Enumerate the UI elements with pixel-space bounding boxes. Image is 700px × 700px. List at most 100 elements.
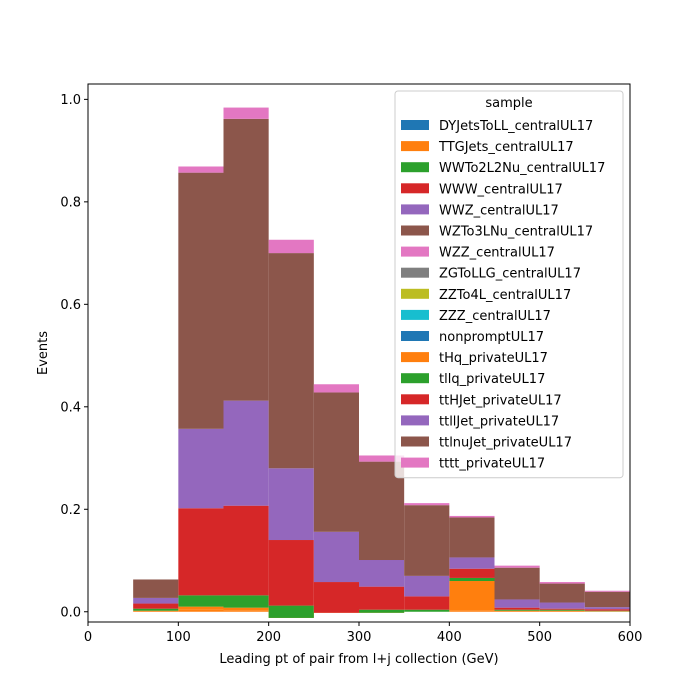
legend-swatch xyxy=(401,162,429,173)
legend-label: tHq_privateUL17 xyxy=(439,351,548,366)
legend-label: WZZ_centralUL17 xyxy=(439,246,555,261)
bar-tHq_privateUL17-bin-7 xyxy=(449,581,495,611)
y-tick-label: 0.4 xyxy=(60,400,81,415)
bar-tHq_privateUL17-bin-2 xyxy=(223,607,269,611)
bar-ttHJet_privateUL17-bin-9 xyxy=(539,608,585,610)
x-tick-label: 300 xyxy=(347,630,372,645)
legend-label: WZTo3LNu_centralUL17 xyxy=(439,225,593,240)
legend-swatch xyxy=(401,331,429,341)
bar-ttHJet_privateUL17-bin-1 xyxy=(178,508,224,596)
legend-swatch xyxy=(401,457,429,468)
legend-label: tttt_privateUL17 xyxy=(439,457,545,472)
legend-label: ttHJet_privateUL17 xyxy=(439,393,562,408)
legend-label: WWZ_centralUL17 xyxy=(439,203,559,218)
bar-ttllJet_privateUL17-bin-2 xyxy=(223,400,269,506)
legend-swatch xyxy=(401,352,429,363)
bar-tHq_privateUL17-bin-1 xyxy=(178,606,224,610)
legend-label: ttllJet_privateUL17 xyxy=(439,414,559,429)
bar-ttHJet_privateUL17-bin-3 xyxy=(268,540,314,606)
legend-label: ZZTo4L_centralUL17 xyxy=(439,288,571,303)
bar-tllq_privateUL17-bin-1 xyxy=(178,595,224,607)
x-axis-ticks: 0 100 200 300 400 500 600 xyxy=(84,622,643,645)
bar-tHq_privateUL17-bin-9 xyxy=(539,610,585,612)
x-tick-label: 500 xyxy=(527,630,552,645)
bar-ttllJet_privateUL17-bin-6 xyxy=(404,575,450,597)
bar-ttllJet_privateUL17-bin-1 xyxy=(178,428,224,509)
bar-ttllJet_privateUL17-bin-8 xyxy=(494,599,540,608)
bar-ttllJet_privateUL17-bin-4 xyxy=(313,531,359,583)
bar-tttt_privateUL17-bin-7 xyxy=(449,515,495,518)
bar-ttlnuJet_privateUL17-bin-2 xyxy=(223,118,269,401)
bar-tttt_privateUL17-bin-8 xyxy=(494,565,540,568)
bar-ttlnuJet_privateUL17-bin-10 xyxy=(584,591,630,608)
bar-ttHJet_privateUL17-bin-4 xyxy=(313,582,359,613)
legend-swatch xyxy=(401,141,429,152)
y-tick-label: 0.6 xyxy=(60,298,81,313)
x-tick-label: 100 xyxy=(166,630,191,645)
bar-ttHJet_privateUL17-bin-0 xyxy=(133,603,179,609)
legend-label: WWTo2L2Nu_centralUL17 xyxy=(439,161,605,176)
legend-swatch xyxy=(401,309,429,320)
legend-swatch xyxy=(401,120,429,130)
legend-swatch xyxy=(401,267,429,278)
y-tick-label: 0.8 xyxy=(60,195,81,210)
y-tick-label: 1.0 xyxy=(60,93,81,108)
legend-label: DYJetsToLL_centralUL17 xyxy=(439,119,593,134)
legend-swatch xyxy=(401,394,429,405)
x-tick-label: 400 xyxy=(437,630,462,645)
bar-ttlnuJet_privateUL17-bin-1 xyxy=(178,172,224,429)
bar-TTGJets_centralUL17-bin-2 xyxy=(223,610,269,612)
x-tick-label: 200 xyxy=(256,630,281,645)
legend-swatch xyxy=(401,288,429,299)
bar-ttHJet_privateUL17-bin-7 xyxy=(449,568,495,578)
legend-swatch xyxy=(401,225,429,236)
bar-tllq_privateUL17-bin-0 xyxy=(133,608,179,611)
legend-label: tllq_privateUL17 xyxy=(439,372,545,387)
bar-tllq_privateUL17-bin-2 xyxy=(223,595,269,608)
legend-label: TTGJets_centralUL17 xyxy=(438,140,574,155)
bar-TTGJets_centralUL17-bin-7 xyxy=(449,610,495,612)
bar-ttHJet_privateUL17-bin-5 xyxy=(359,586,405,610)
bar-ttHJet_privateUL17-bin-10 xyxy=(584,609,630,611)
legend-label: WWW_centralUL17 xyxy=(439,182,563,197)
bar-tttt_privateUL17-bin-5 xyxy=(359,455,405,462)
bar-ttlnuJet_privateUL17-bin-4 xyxy=(313,392,359,532)
legend-swatch xyxy=(401,436,429,447)
bar-tllq_privateUL17-bin-5 xyxy=(359,609,405,613)
legend-label: nonpromptUL17 xyxy=(439,330,544,345)
bar-ttlnuJet_privateUL17-bin-9 xyxy=(539,583,585,603)
bar-ttlnuJet_privateUL17-bin-7 xyxy=(449,517,495,558)
legend-swatch xyxy=(401,415,429,426)
bars-group xyxy=(133,107,630,618)
bar-tHq_privateUL17-bin-10 xyxy=(584,611,630,612)
bar-ttllJet_privateUL17-bin-7 xyxy=(449,557,495,569)
legend-title: sample xyxy=(485,96,532,111)
x-tick-label: 0 xyxy=(84,630,92,645)
bar-tllq_privateUL17-bin-9 xyxy=(539,609,585,611)
bar-tllq_privateUL17-bin-6 xyxy=(404,609,450,612)
legend: sample DYJetsToLL_centralUL17 TTGJets_cent… xyxy=(394,90,624,479)
bar-ttllJet_privateUL17-bin-10 xyxy=(584,607,630,610)
x-tick-label: 600 xyxy=(618,630,643,645)
bar-ttlnuJet_privateUL17-bin-6 xyxy=(404,505,450,576)
legend-box xyxy=(394,90,624,479)
bar-ttHJet_privateUL17-bin-6 xyxy=(404,596,450,610)
bar-tttt_privateUL17-bin-10 xyxy=(584,590,630,592)
bar-tttt_privateUL17-bin-9 xyxy=(539,582,585,584)
y-tick-label: 0.0 xyxy=(60,605,81,620)
bar-ttllJet_privateUL17-bin-5 xyxy=(359,560,405,587)
bar-tllq_privateUL17-bin-10 xyxy=(584,610,630,612)
legend-swatch xyxy=(401,246,429,257)
legend-label: ttlnuJet_privateUL17 xyxy=(439,436,572,451)
x-axis-label: Leading pt of pair from l+j collection (… xyxy=(219,652,498,667)
bar-tttt_privateUL17-bin-6 xyxy=(404,503,450,506)
y-axis-ticks: 0.0 0.2 0.4 0.6 0.8 1.0 xyxy=(60,93,88,620)
y-axis-label: Events xyxy=(36,331,51,375)
bar-tllq_privateUL17-bin-3 xyxy=(268,605,314,618)
bar-tHq_privateUL17-bin-8 xyxy=(494,610,540,612)
bar-TTGJets_centralUL17-bin-1 xyxy=(178,609,224,612)
legend-swatch xyxy=(401,373,429,384)
bar-tttt_privateUL17-bin-2 xyxy=(223,107,269,119)
bar-tllq_privateUL17-bin-7 xyxy=(449,577,495,582)
bar-ttHJet_privateUL17-bin-2 xyxy=(223,505,269,596)
